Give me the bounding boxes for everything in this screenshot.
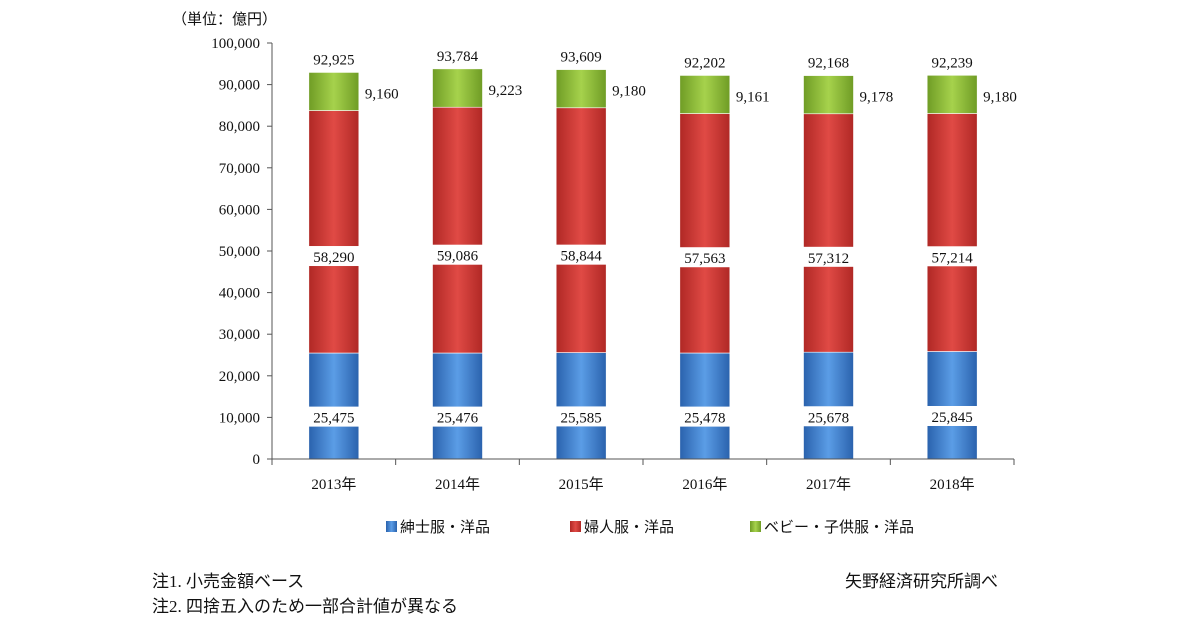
bar-segment-1: [926, 351, 978, 460]
data-label-series-3: 9,223: [489, 83, 523, 99]
data-label-series-3: 9,180: [612, 84, 646, 100]
x-axis: 2013年 2014年 2015年 2016年 2017年 2018年: [271, 458, 1015, 493]
data-label-total: 92,239: [932, 55, 973, 71]
data-label-bg: [303, 406, 364, 427]
data-label-series-2: 57,563: [684, 251, 725, 267]
data-label-series-1: 25,678: [808, 410, 849, 426]
data-label-series-1: 25,475: [313, 411, 354, 427]
legend-label: ベビー・子供服・洋品: [764, 519, 914, 536]
bar-segment-3: [679, 75, 731, 114]
data-label-series-1: 25,585: [561, 410, 602, 426]
bar-segment-3: [926, 74, 978, 114]
bars: 25,475 58,290 9,160 92,925 25,476 59,086 9,223…: [303, 49, 1017, 460]
bar-segment-1: [432, 352, 483, 460]
data-label-series-2: 58,844: [561, 249, 603, 265]
bar-segment-2: [926, 113, 978, 352]
data-label-total: 92,202: [684, 55, 725, 71]
x-tick-label: 2017年: [806, 476, 851, 493]
y-tick-label: 90,000: [219, 78, 260, 94]
data-label-series-3: 9,180: [983, 89, 1017, 105]
data-label-series-1: 25,845: [932, 410, 973, 426]
x-tick-label: 2014年: [435, 476, 480, 493]
data-label-series-1: 25,478: [684, 411, 725, 427]
data-label-series-3: 9,178: [860, 90, 894, 106]
data-label-total: 92,168: [808, 56, 849, 72]
data-label-series-2: 57,214: [932, 250, 974, 266]
bar-segment-2: [555, 107, 607, 353]
y-tick-label: 30,000: [219, 327, 260, 343]
data-label-series-2: 59,086: [437, 249, 479, 265]
y-tick-label: 80,000: [219, 119, 260, 135]
x-tick-label: 2016年: [682, 476, 727, 493]
data-label-total: 93,609: [561, 50, 602, 66]
bar-segment-1: [803, 351, 854, 460]
legend-swatch: [386, 521, 397, 532]
y-tick-label: 70,000: [219, 161, 260, 177]
bar-segment-1: [679, 352, 731, 460]
data-label-series-2: 57,312: [808, 251, 849, 267]
data-label-total: 93,784: [437, 49, 479, 65]
bar-segment-2: [679, 113, 731, 354]
y-tick-label: 100,000: [211, 36, 260, 52]
data-label-series-3: 9,161: [736, 89, 770, 105]
y-tick-label: 60,000: [219, 202, 260, 218]
x-tick-label: 2018年: [930, 476, 975, 493]
legend-swatch: [570, 521, 581, 532]
data-label-series-1: 25,476: [437, 411, 479, 427]
data-label-series-3: 9,160: [365, 86, 399, 102]
legend-label: 婦人服・洋品: [584, 519, 674, 536]
bar-segment-3: [555, 69, 607, 109]
note-retail-basis: 注1. 小売金額ベース: [152, 572, 305, 591]
data-label-bg: [551, 406, 612, 427]
legend-label: 紳士服・洋品: [400, 519, 490, 536]
unit-label: （単位：億円）: [172, 11, 277, 28]
data-label-bg: [798, 406, 859, 427]
y-tick-label: 10,000: [219, 410, 260, 426]
bar-segment-3: [803, 75, 854, 115]
bar-segment-3: [308, 72, 360, 111]
data-label-bg: [922, 246, 983, 267]
bar-segment-1: [555, 352, 607, 460]
bar-segment-3: [432, 68, 483, 108]
y-tick-label: 50,000: [219, 244, 260, 260]
bar-segment-1: [308, 352, 360, 460]
data-label-total: 92,925: [313, 52, 354, 68]
y-tick-label: 40,000: [219, 286, 260, 302]
y-axis: 0 10,000 20,000 30,000 40,000 50,000 60,000 70,…: [211, 36, 273, 468]
x-tick-label: 2015年: [559, 476, 604, 493]
data-label-bg: [427, 406, 488, 427]
data-label-series-2: 58,290: [313, 250, 354, 266]
bar-segment-2: [308, 110, 360, 354]
data-label-bg: [427, 244, 488, 265]
x-tick-label: 2013年: [311, 476, 356, 493]
y-tick-label: 20,000: [219, 369, 260, 385]
y-tick-label: 0: [253, 452, 261, 468]
bar-segment-2: [803, 113, 854, 353]
data-label-bg: [922, 405, 983, 426]
data-label-bg: [798, 246, 859, 267]
legend-swatch: [750, 521, 761, 532]
bar-segment-2: [432, 106, 483, 354]
data-label-bg: [551, 244, 612, 265]
data-label-bg: [674, 247, 735, 268]
data-label-bg: [674, 406, 735, 427]
source-credit: 矢野経済研究所調べ: [845, 572, 998, 591]
legend: 紳士服・洋品 婦人服・洋品 ベビー・子供服・洋品: [386, 519, 914, 536]
data-label-bg: [303, 246, 364, 267]
note-rounding: 注2. 四捨五入のため一部合計値が異なる: [152, 597, 458, 616]
